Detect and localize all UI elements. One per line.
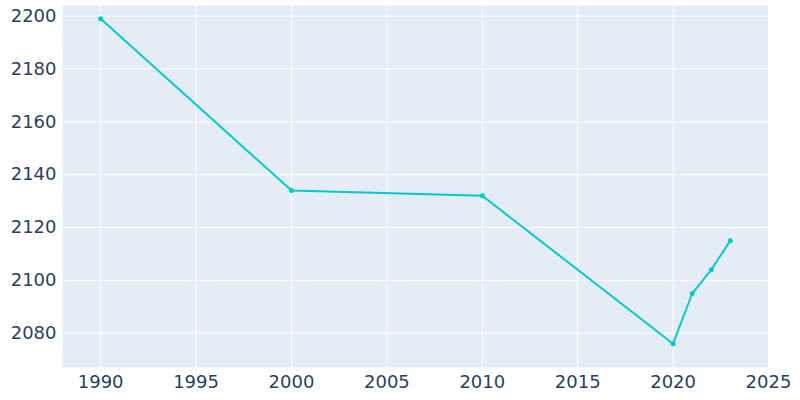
svg-text:2015: 2015	[555, 371, 601, 392]
svg-text:2000: 2000	[269, 371, 315, 392]
svg-text:1990: 1990	[78, 371, 124, 392]
svg-text:2200: 2200	[11, 5, 57, 26]
svg-text:2005: 2005	[364, 371, 410, 392]
svg-text:2180: 2180	[11, 58, 57, 79]
svg-text:2025: 2025	[746, 371, 792, 392]
svg-text:2100: 2100	[11, 269, 57, 290]
svg-text:1995: 1995	[173, 371, 219, 392]
svg-text:2160: 2160	[11, 111, 57, 132]
svg-text:2080: 2080	[11, 322, 57, 343]
svg-text:2010: 2010	[459, 371, 505, 392]
svg-text:2140: 2140	[11, 163, 57, 184]
svg-text:2020: 2020	[650, 371, 696, 392]
svg-text:2120: 2120	[11, 216, 57, 237]
